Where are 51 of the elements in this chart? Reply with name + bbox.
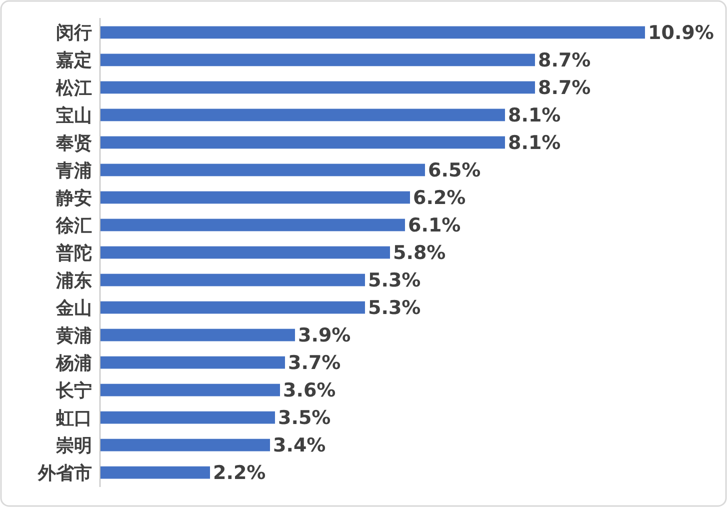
bar [100,54,535,66]
y-tick-label: 浦东 [55,270,92,292]
bar [100,411,275,424]
y-tick-label: 长宁 [55,380,92,402]
data-label: 5.3% [368,297,421,320]
bar [100,246,390,259]
y-tick-label: 青浦 [55,160,92,182]
bar [100,356,285,369]
data-label: 5.3% [368,270,421,292]
y-tick-label: 闵行 [56,22,92,44]
data-label: 5.8% [393,242,446,264]
y-tick-label: 普陀 [55,242,92,264]
data-label: 6.2% [413,187,466,210]
bar [100,26,645,39]
y-tick-label: 宝山 [56,105,92,126]
data-label: 3.6% [283,380,336,402]
data-label: 6.1% [408,214,461,237]
data-label: 8.1% [508,132,561,154]
bar [100,384,280,396]
y-tick-label: 崇明 [55,435,92,456]
y-tick-label: 嘉定 [56,50,92,72]
bar [100,164,425,176]
y-tick-label: 外省市 [37,462,92,484]
data-label: 8.7% [538,77,591,100]
bar [100,81,535,94]
y-tick-label: 虹口 [55,408,92,429]
y-tick-label: 杨浦 [55,352,92,374]
data-label: 3.4% [273,434,326,457]
data-label: 3.7% [288,352,341,374]
bar [100,438,270,452]
bar [100,328,295,342]
y-tick-label: 奉贤 [55,132,92,154]
data-label: 8.7% [538,50,591,72]
data-label: 3.9% [298,324,351,347]
bar [100,108,505,122]
data-label: 6.5% [428,160,481,182]
y-tick-label: 徐汇 [55,215,92,236]
bar [100,274,365,286]
bar [100,218,405,232]
bar [100,136,505,149]
data-label: 10.9% [648,22,714,44]
bar [100,191,410,204]
data-label: 2.2% [213,462,266,484]
y-tick-label: 黄浦 [55,325,92,346]
data-label: 8.1% [508,104,561,127]
y-tick-label: 静安 [55,188,92,209]
bar [100,301,365,314]
data-label: 3.5% [278,407,331,430]
y-tick-label: 松江 [55,78,92,99]
bar [100,466,210,479]
y-tick-label: 金山 [55,298,92,319]
